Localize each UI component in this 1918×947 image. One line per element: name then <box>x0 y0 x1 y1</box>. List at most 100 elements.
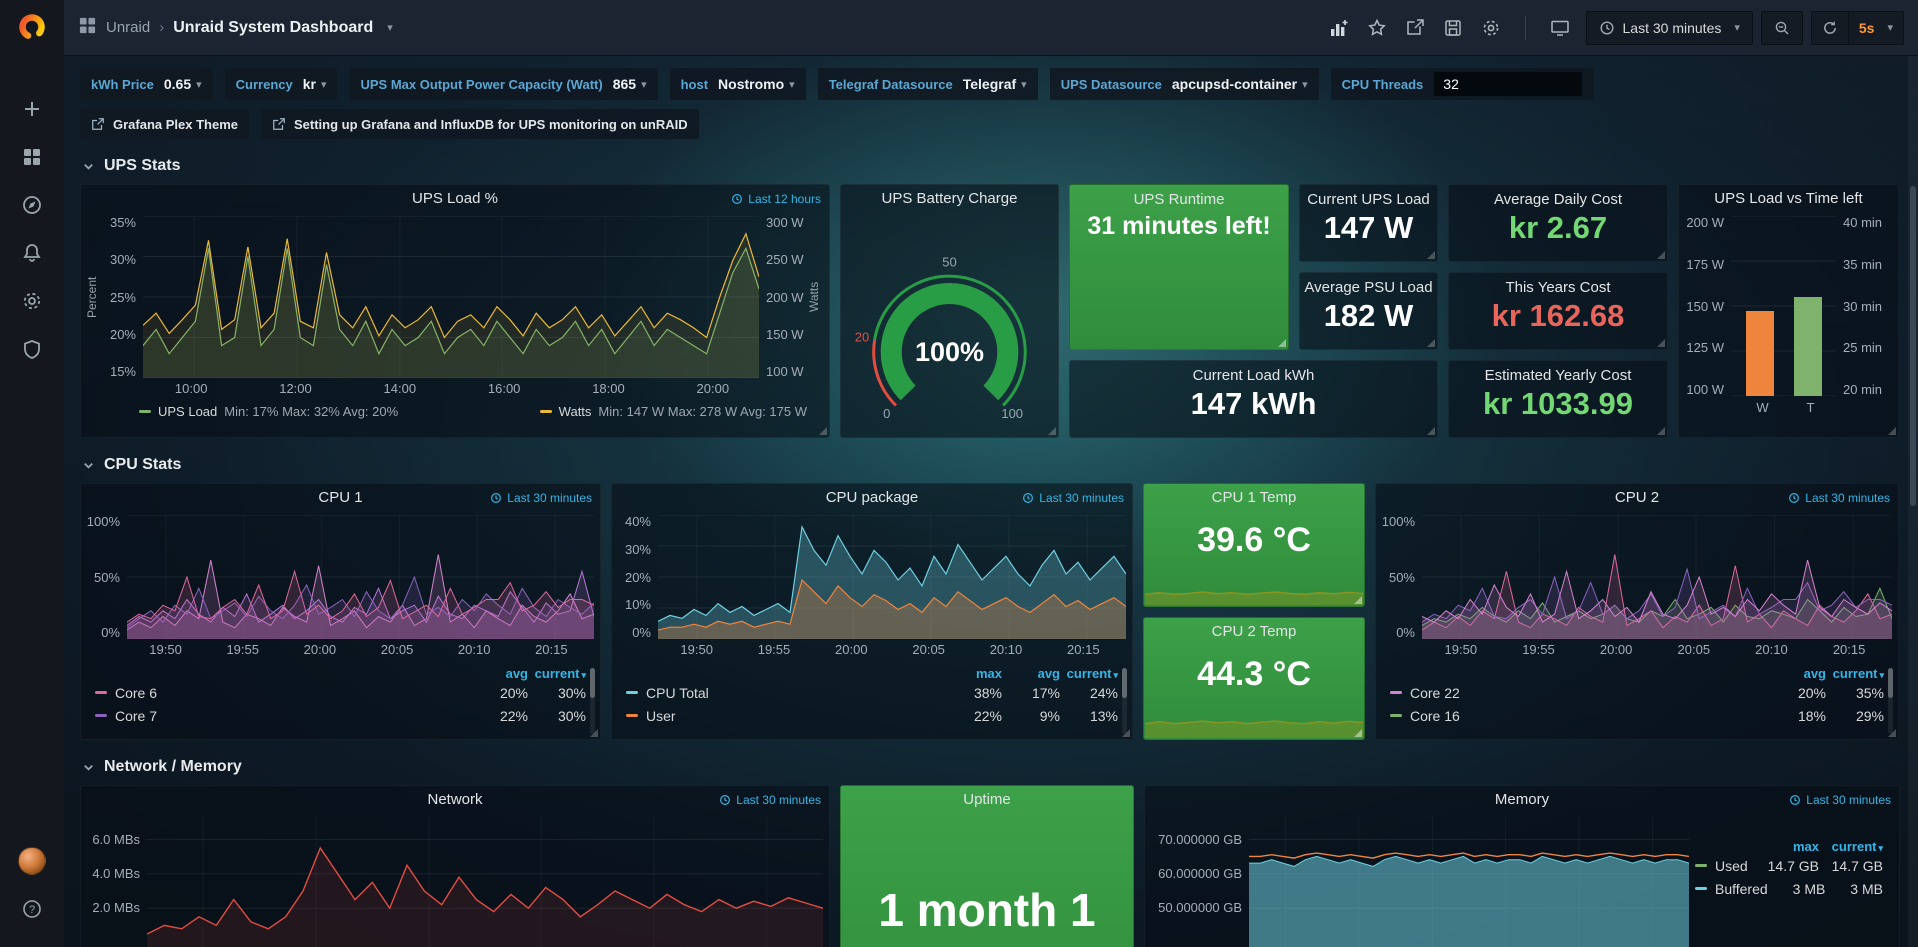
panel-title[interactable]: Estimated Yearly Cost <box>1484 367 1632 384</box>
help-icon[interactable]: ? <box>21 898 43 920</box>
legend-column-header[interactable]: current <box>1826 666 1884 681</box>
legend-row[interactable]: Core 6 20% 30% <box>95 681 586 704</box>
time-range-picker[interactable]: Last 30 minutes ▾ <box>1585 10 1753 45</box>
legend-column-header[interactable]: current <box>1819 839 1883 854</box>
top-navbar: Unraid › Unraid System Dashboard ▾ <box>64 0 1918 56</box>
panel-title[interactable]: Network <box>427 791 483 808</box>
template-variable[interactable]: UPS Datasource apcupsd-container ▾ <box>1049 68 1319 100</box>
panel-title[interactable]: Uptime <box>963 791 1011 808</box>
y-tick: 100 W <box>766 364 804 379</box>
legend-row[interactable]: Buffered 3 MB 3 MB <box>1695 877 1883 900</box>
legend-row[interactable]: Used 14.7 GB 14.7 GB <box>1695 854 1883 877</box>
panel-title[interactable]: Memory <box>1494 791 1550 808</box>
legend-row[interactable]: Core 7 22% 30% <box>95 704 586 727</box>
ups-load-plot[interactable] <box>142 215 760 379</box>
variable-label: kWh Price <box>91 76 154 92</box>
y-tick: 25% <box>109 289 136 305</box>
breadcrumb-folder[interactable]: Unraid <box>106 19 151 36</box>
panel-time-override: Last 30 minutes <box>1022 491 1124 505</box>
legend-row[interactable]: User 22% 9% 13% <box>626 704 1118 727</box>
panel-title[interactable]: CPU 2 <box>1614 489 1660 506</box>
legend-row[interactable]: CPU Total 38% 17% 24% <box>626 681 1118 704</box>
legend-item[interactable]: Watts Min: 147 W Max: 278 W Avg: 175 W <box>539 404 807 419</box>
clock-icon <box>1790 795 1801 805</box>
scrollbar-thumb[interactable] <box>1910 186 1916 506</box>
panel-title[interactable]: Current UPS Load <box>1307 191 1430 208</box>
section-cpu-stats[interactable]: CPU Stats <box>82 456 1902 474</box>
dashboards-icon[interactable] <box>21 146 43 168</box>
cpu2-plot[interactable] <box>1421 514 1893 640</box>
breadcrumb-dashboard-title[interactable]: Unraid System Dashboard <box>173 18 374 36</box>
server-admin-shield-icon[interactable] <box>21 338 43 360</box>
grafana-logo[interactable] <box>17 12 47 47</box>
template-variable[interactable]: Telegraf Datasource Telegraf ▾ <box>817 68 1038 100</box>
dashboard-settings-gear-icon[interactable] <box>1479 16 1503 40</box>
panel-title[interactable]: CPU 1 <box>318 489 363 506</box>
legend-row[interactable]: Core 16 18% 29% <box>1390 704 1884 727</box>
legend-column-header[interactable]: avg <box>1803 666 1826 681</box>
star-dashboard-button[interactable] <box>1365 16 1389 40</box>
section-ups-stats[interactable]: UPS Stats <box>82 157 1902 175</box>
refresh-interval-picker[interactable]: 5s ▾ <box>1847 10 1904 45</box>
legend-column-header[interactable]: current <box>528 666 586 681</box>
add-panel-button[interactable] <box>1327 16 1351 40</box>
refresh-interval-label: 5s <box>1858 19 1875 36</box>
panel-title[interactable]: Average PSU Load <box>1304 279 1433 296</box>
panel-title[interactable]: Current Load kWh <box>1192 367 1315 384</box>
panel-this-years-cost: This Years Cost kr 162.68 <box>1448 272 1668 350</box>
legend-column-header[interactable]: current <box>1060 666 1118 681</box>
panel-title[interactable]: UPS Load % <box>412 190 498 207</box>
explore-icon[interactable] <box>21 194 43 216</box>
refresh-button[interactable] <box>1810 10 1848 45</box>
chevron-down-icon <box>84 462 93 469</box>
legend-scrollbar[interactable] <box>1122 668 1127 734</box>
panel-time-override: Last 30 minutes <box>1788 491 1890 505</box>
panel-title[interactable]: UPS Load vs Time left <box>1714 190 1863 207</box>
legend-column-header[interactable]: max <box>1792 839 1819 854</box>
alerting-bell-icon[interactable] <box>21 242 43 264</box>
tv-mode-monitor-icon[interactable] <box>1548 16 1572 40</box>
panel-title[interactable]: UPS Runtime <box>1133 191 1225 208</box>
cpu-threads-input[interactable]: 32 <box>1433 71 1584 97</box>
panel-title[interactable]: CPU 1 Temp <box>1211 489 1297 506</box>
save-dashboard-button[interactable] <box>1441 16 1465 40</box>
y-tick: 50% <box>93 569 120 585</box>
x-tick: 16:00 <box>487 381 521 396</box>
chevron-down-icon[interactable]: ▾ <box>387 22 393 34</box>
template-variables-row: kWh Price 0.65 ▾ Currency kr ▾ UPS Max O… <box>80 68 1902 100</box>
cpu1-plot[interactable] <box>126 514 595 640</box>
panel-title[interactable]: UPS Battery Charge <box>881 190 1018 207</box>
template-variable[interactable]: kWh Price 0.65 ▾ <box>80 68 213 100</box>
template-variable[interactable]: host Nostromo ▾ <box>669 68 806 100</box>
legend-scrollbar[interactable] <box>590 668 595 734</box>
template-variable[interactable]: UPS Max Output Power Capacity (Watt) 865… <box>349 68 658 100</box>
panel-title[interactable]: CPU package <box>825 489 919 506</box>
legend-item[interactable]: UPS Load Min: 17% Max: 32% Avg: 20% <box>139 404 398 419</box>
legend-column-header[interactable]: max <box>975 666 1002 681</box>
panel-title[interactable]: This Years Cost <box>1505 279 1611 296</box>
series-marker <box>95 714 107 717</box>
clock-icon <box>732 194 743 204</box>
panel-title[interactable]: CPU 2 Temp <box>1211 623 1297 640</box>
x-tick: 20:00 <box>303 642 337 657</box>
share-dashboard-button[interactable] <box>1403 16 1427 40</box>
zoom-out-button[interactable] <box>1760 10 1803 45</box>
section-network-memory[interactable]: Network / Memory <box>82 758 1902 776</box>
memory-plot[interactable] <box>1249 817 1690 947</box>
create-icon[interactable] <box>21 98 43 120</box>
legend-column-header[interactable]: avg <box>505 666 528 681</box>
cpu-package-plot[interactable] <box>657 514 1127 640</box>
network-plot[interactable] <box>146 817 824 947</box>
template-variable[interactable]: Currency kr ▾ <box>224 68 338 100</box>
user-avatar[interactable] <box>18 847 46 875</box>
dashboard-link[interactable]: Grafana Plex Theme <box>80 109 249 139</box>
x-tick: 12:00 <box>279 381 312 396</box>
legend-scrollbar[interactable] <box>1888 668 1893 734</box>
ups-bars-plot[interactable] <box>1731 215 1836 397</box>
panel-ups-load: UPS Load % Last 12 hours Percent 35% 30% 2… <box>80 184 830 438</box>
configuration-gear-icon[interactable] <box>21 290 43 312</box>
panel-title[interactable]: Average Daily Cost <box>1493 191 1623 208</box>
dashboard-link[interactable]: Setting up Grafana and InfluxDB for UPS … <box>261 109 699 139</box>
legend-column-header[interactable]: avg <box>1037 666 1060 681</box>
legend-row[interactable]: Core 22 20% 35% <box>1390 681 1884 704</box>
